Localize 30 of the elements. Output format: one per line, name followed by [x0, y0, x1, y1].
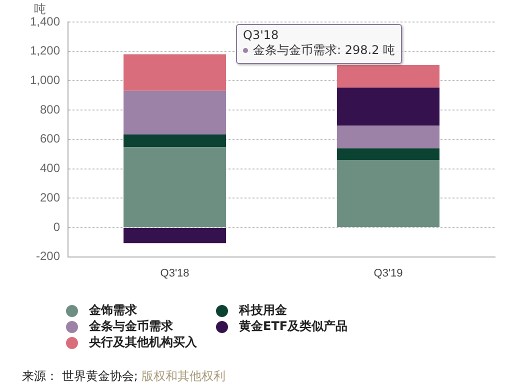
text: 版权和其他权利 — [142, 369, 226, 383]
bar — [337, 126, 440, 148]
bar — [124, 134, 226, 148]
legend-label: 黄金ETF及类似产品 — [238, 319, 349, 334]
y-tick-label: 1,000 — [30, 73, 60, 88]
y-tick-label: 600 — [40, 132, 60, 146]
y-tick-label: -200 — [36, 249, 60, 264]
annotation: Q3'18 — [243, 28, 280, 42]
y-tick-label: 200 — [40, 190, 60, 204]
y-tick-label: 800 — [40, 102, 60, 116]
bar — [337, 148, 440, 160]
x-tick-label: Q3'19 — [374, 267, 403, 280]
bar — [337, 88, 440, 126]
legend-label: 金条与金币需求 — [88, 319, 174, 334]
y-tick-label: 0 — [53, 220, 60, 234]
y-tick-label: 1,400 — [30, 14, 60, 28]
bar — [124, 90, 226, 135]
bar — [124, 147, 226, 227]
annotation: 金条与金币需求: 298.2 吨 — [252, 42, 396, 59]
legend-label: 科技用金 — [238, 303, 288, 318]
y-tick-label: 400 — [40, 161, 60, 176]
source-note: 来源： 世界黄金协会; — [22, 369, 139, 383]
bar — [124, 228, 226, 244]
bar — [337, 65, 440, 88]
legend-label: 金饰需求 — [88, 303, 138, 318]
legend-label: 央行及其他机构买入 — [88, 335, 198, 350]
bar — [124, 54, 226, 91]
y-axis-title: 吨 — [34, 2, 46, 16]
y-tick-label: 1,200 — [30, 44, 60, 58]
bar — [337, 160, 440, 227]
